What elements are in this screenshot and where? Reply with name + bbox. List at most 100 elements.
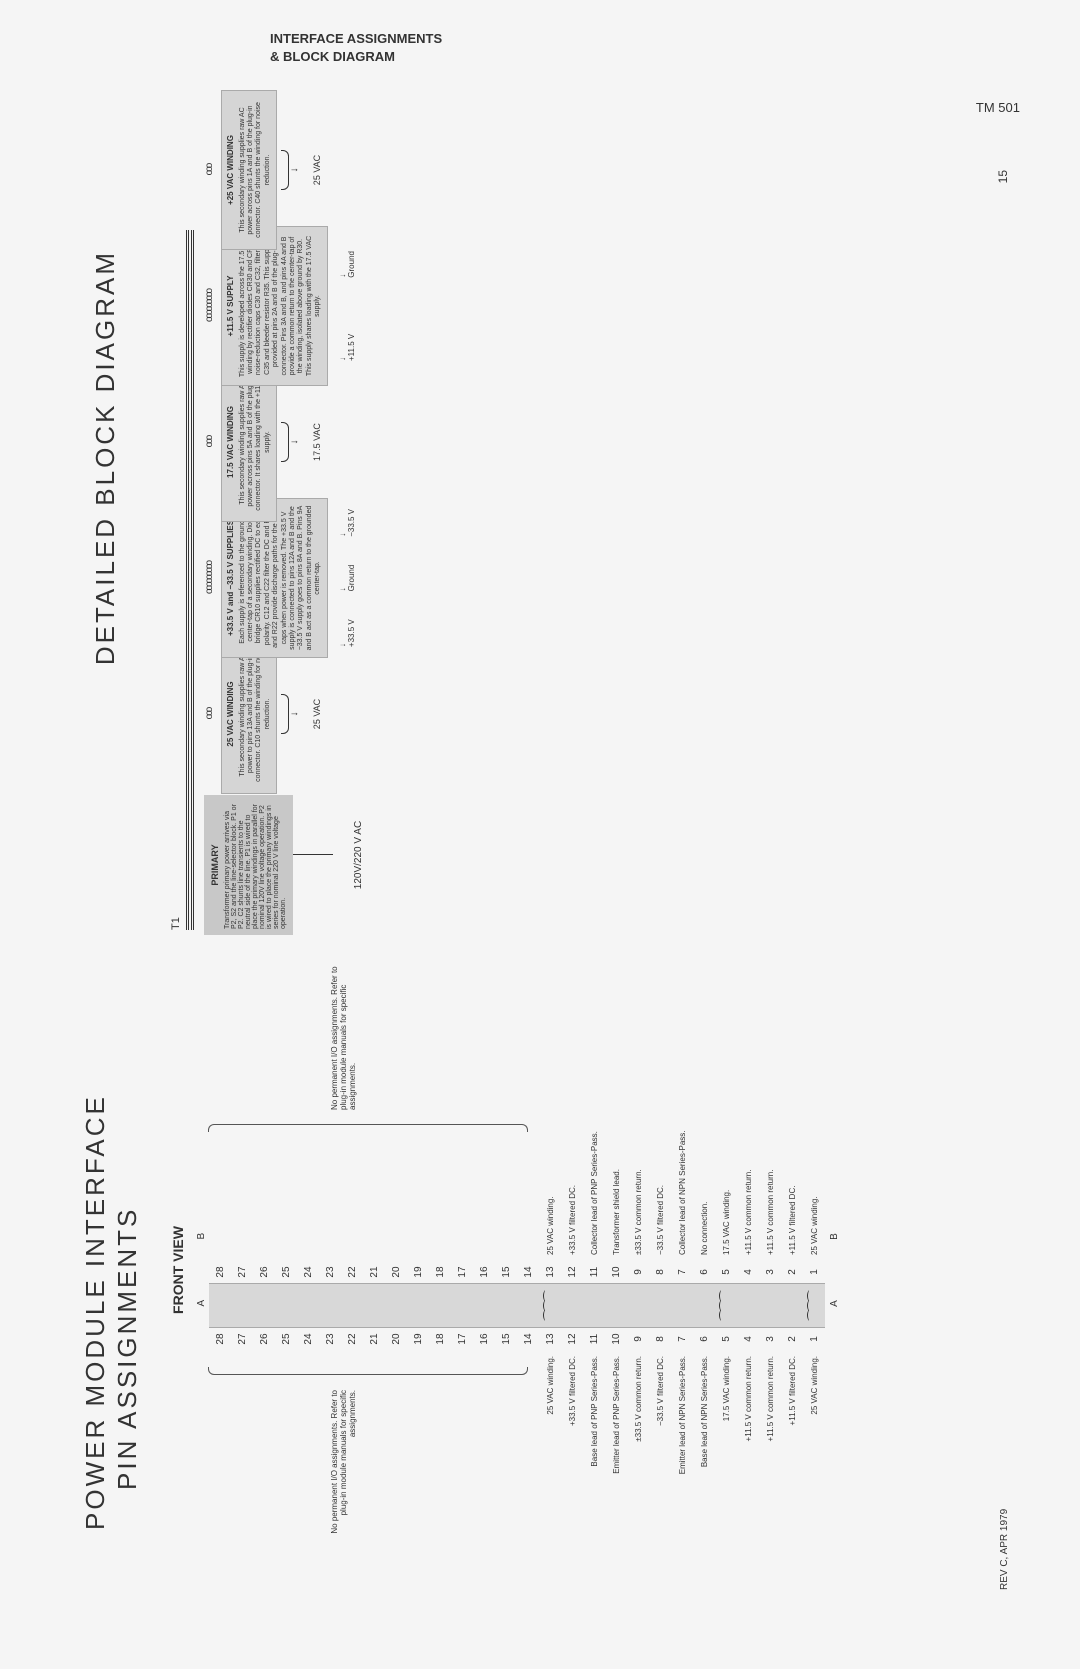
winding-desc: 17.5 VAC WINDINGThis secondary winding s…	[221, 362, 277, 522]
pin-row-10: Emitter lead of PNP Series-Pass.1010Tran…	[605, 970, 627, 1570]
pin-row-1: 25 VAC winding.1⁀⁀⁀125 VAC winding.	[803, 970, 825, 1570]
title-block-diagram: DETAILED BLOCK DIAGRAM	[90, 250, 121, 665]
pin-num-a: 14	[523, 1328, 534, 1350]
pin-box: ⁀⁀⁀	[715, 1283, 737, 1328]
pin-row-7: Emitter lead of NPN Series-Pass.77Collec…	[671, 970, 693, 1570]
brace-out	[281, 694, 289, 734]
pin-box	[341, 1283, 363, 1328]
pin-desc-a: 25 VAC winding.	[546, 1350, 555, 1570]
pin-row-24: 2424	[297, 970, 319, 1570]
pin-desc-a: 17.5 VAC winding.	[722, 1350, 731, 1570]
pin-desc-b: +11.5 V common return.	[744, 1041, 753, 1261]
out-label: 17.5 VAC	[312, 423, 322, 461]
pin-row-4: +11.5 V common return.44+11.5 V common r…	[737, 970, 759, 1570]
pin-desc-b: +11.5 V filtered DC.	[788, 1041, 797, 1261]
winding-title: 25 VAC WINDING	[226, 641, 236, 787]
pin-row-19: 1919	[407, 970, 429, 1570]
t1-label: T1	[170, 210, 182, 930]
title-main: POWER MODULE INTERFACE	[80, 1094, 111, 1530]
pin-row-9: ±33.5 V common return.99±33.5 V common r…	[627, 970, 649, 1570]
pin-box	[275, 1283, 297, 1328]
pin-num-a: 21	[369, 1328, 380, 1350]
pin-num-a: 13	[545, 1328, 556, 1350]
pin-row-18: 1818	[429, 970, 451, 1570]
winding-text: This secondary winding supplies raw AC p…	[239, 369, 273, 515]
pin-num-b: 3	[765, 1261, 776, 1283]
pin-num-a: 1	[809, 1328, 820, 1350]
out-3: ↓−33.5 V	[338, 509, 356, 537]
out-1: ↓+33.5 V	[338, 619, 356, 647]
pin-box	[297, 1283, 319, 1328]
pin-num-b: 9	[633, 1261, 644, 1283]
primary-voltage: 120V/220 V AC	[353, 821, 364, 889]
pin-num-a: 3	[765, 1328, 776, 1350]
pin-num-a: 15	[501, 1328, 512, 1350]
pin-box	[451, 1283, 473, 1328]
winding-2: ooo17.5 VAC WINDINGThis secondary windin…	[204, 392, 322, 492]
primary-title: PRIMARY	[210, 801, 220, 929]
winding-text: This supply is developed across the 17.5…	[239, 233, 323, 379]
transformer-bar	[186, 230, 194, 930]
winding-4: ooo+25 VAC WINDINGThis secondary winding…	[204, 120, 322, 220]
pin-desc-b: Transformer shield lead.	[612, 1041, 621, 1261]
pin-box	[781, 1283, 803, 1328]
out-arrow: ↓	[289, 440, 300, 445]
pin-num-a: 28	[215, 1328, 226, 1350]
winding-text: This secondary winding supplies raw AC p…	[239, 641, 273, 787]
pin-desc-b: No connection.	[700, 1041, 709, 1261]
pin-num-a: 6	[699, 1328, 710, 1350]
pin-num-b: 17	[457, 1261, 468, 1283]
pin-num-b: 4	[743, 1261, 754, 1283]
winding-terminals: ooooooooo	[204, 562, 215, 594]
pin-num-b: 18	[435, 1261, 446, 1283]
pin-num-a: 11	[589, 1328, 600, 1350]
pin-num-b: 21	[369, 1261, 380, 1283]
pin-box	[759, 1283, 781, 1328]
note-left: No permanent I/O assignments. Refer to p…	[330, 1390, 357, 1540]
pin-num-b: 11	[589, 1261, 600, 1283]
pin-row-2: +11.5 V filtered DC.22+11.5 V filtered D…	[781, 970, 803, 1570]
out-2: ↓Ground	[338, 251, 356, 278]
title-sub: PIN ASSIGNMENTS	[112, 1207, 143, 1490]
winding-text: This secondary winding supplies raw AC p…	[239, 97, 273, 243]
pin-box	[517, 1283, 539, 1328]
pin-num-b: 1	[809, 1261, 820, 1283]
winding-0: ooo25 VAC WINDINGThis secondary winding …	[204, 664, 322, 764]
pin-box	[561, 1283, 583, 1328]
revision-label: REV C, APR 1979	[999, 1509, 1010, 1590]
pin-desc-a: Emitter lead of NPN Series-Pass.	[678, 1350, 687, 1570]
pin-num-a: 16	[479, 1328, 490, 1350]
winding-desc: +33.5 V and −33.5 V SUPPLIESEach supply …	[221, 498, 328, 658]
out-1: ↓+11.5 V	[338, 334, 356, 361]
pin-num-a: 22	[347, 1328, 358, 1350]
pin-desc-a: 25 VAC winding.	[810, 1350, 819, 1570]
pin-row-12: +33.5 V filtered DC.1212+33.5 V filtered…	[561, 970, 583, 1570]
pin-row-27: 2727	[231, 970, 253, 1570]
winding-3: ooooooooo+11.5 V SUPPLYThis supply is de…	[204, 226, 356, 386]
rotated-content: POWER MODULE INTERFACE PIN ASSIGNMENTS D…	[60, 150, 1020, 1610]
pin-desc-b: 25 VAC winding.	[546, 1041, 555, 1261]
pin-box	[407, 1283, 429, 1328]
pin-num-a: 17	[457, 1328, 468, 1350]
pin-num-b: 6	[699, 1261, 710, 1283]
pin-box	[583, 1283, 605, 1328]
pin-desc-b: +11.5 V common return.	[766, 1041, 775, 1261]
pin-box	[627, 1283, 649, 1328]
pin-num-a: 19	[413, 1328, 424, 1350]
pin-num-b: 24	[303, 1261, 314, 1283]
pin-num-b: 14	[523, 1261, 534, 1283]
block-diagram: T1 PRIMARY Transformer primary power arr…	[170, 210, 364, 930]
winding-desc: +11.5 V SUPPLYThis supply is developed a…	[221, 226, 328, 386]
pin-num-a: 9	[633, 1328, 644, 1350]
out-label: 25 VAC	[312, 699, 322, 729]
pin-desc-a: +11.5 V common return.	[744, 1350, 753, 1570]
winding-1: ooooooooo +33.5 V and −33.5 V SUPPLIESEac…	[204, 498, 356, 658]
col-a-label: A	[194, 1293, 209, 1315]
pin-num-a: 27	[237, 1328, 248, 1350]
pin-num-b: 8	[655, 1261, 666, 1283]
winding-text: Each supply is referenced to the grounde…	[239, 505, 323, 651]
pin-num-a: 26	[259, 1328, 270, 1350]
pin-box	[319, 1283, 341, 1328]
winding-desc: 25 VAC WINDINGThis secondary winding sup…	[221, 634, 277, 794]
pin-num-b: 20	[391, 1261, 402, 1283]
